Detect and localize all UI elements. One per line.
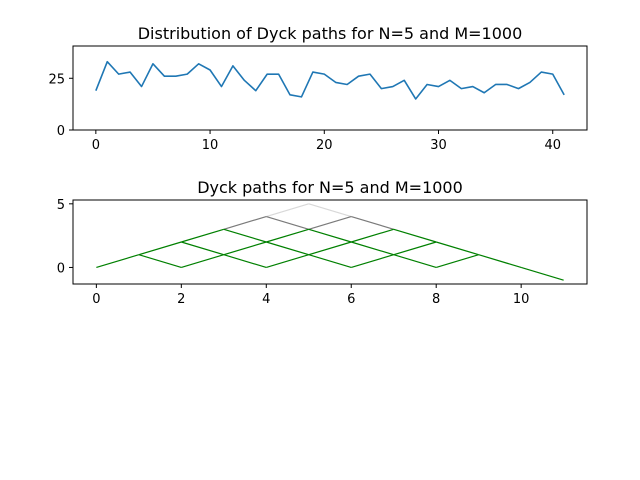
dyck-path-edge	[138, 241, 182, 256]
dyck-path-edge	[223, 254, 267, 269]
dyck-path-edge	[181, 228, 224, 243]
dyck-path-edge	[266, 228, 309, 243]
dyck-path-edge	[181, 241, 224, 256]
dyck-path-edge	[520, 266, 564, 281]
dyck-path-edge	[393, 241, 437, 256]
dyck-x-tick-label: 2	[177, 292, 185, 307]
distribution-series	[95, 60, 565, 100]
dyck-path-edge	[266, 215, 309, 230]
distribution-y-tick-label: 25	[48, 72, 65, 87]
dyck-path-edge	[351, 215, 394, 230]
distribution-chart-frame	[72, 45, 588, 131]
dyck-path-edge	[436, 241, 479, 256]
distribution-x-tick-label: 40	[544, 138, 561, 153]
dyck-x-tick-label: 8	[432, 292, 440, 307]
distribution-line	[95, 60, 565, 100]
distribution-x-tick-label: 0	[92, 138, 100, 153]
dyck-path-edge	[223, 228, 267, 243]
dyck-path-edge	[223, 215, 267, 230]
dyck-path-edge	[308, 228, 352, 243]
dyck-y-tick-label: 5	[57, 198, 65, 213]
dyck-path-edge	[266, 241, 309, 256]
dyck-path-edge	[308, 215, 352, 230]
dyck-path-edge	[308, 203, 352, 218]
dyck-y-ticks: 05	[57, 198, 73, 276]
dyck-path-edge	[223, 241, 267, 256]
dyck-path-edge	[266, 203, 309, 218]
distribution-x-tick-label: 30	[430, 138, 447, 153]
distribution-x-tick-label: 20	[316, 138, 333, 153]
dyck-path-edges	[96, 203, 564, 281]
dyck-paths-chart-title: Dyck paths for N=5 and M=1000	[197, 178, 463, 197]
distribution-x-tick-label: 10	[202, 138, 219, 153]
dyck-x-tick-label: 10	[513, 292, 530, 307]
dyck-y-tick-label: 0	[57, 261, 65, 276]
distribution-chart: Distribution of Dyck paths for N=5 and M…	[48, 24, 588, 153]
dyck-path-edge	[351, 241, 394, 256]
dyck-x-ticks: 0 2 4 6 8 10	[92, 284, 529, 307]
dyck-path-edge	[393, 254, 437, 269]
dyck-path-edge	[308, 254, 352, 269]
dyck-path-edge	[96, 254, 140, 269]
dyck-paths-chart-frame	[72, 199, 588, 285]
dyck-paths-chart: Dyck paths for N=5 and M=1000 0 2 4 6 8 10 05	[57, 178, 588, 307]
dyck-path-edge	[478, 254, 522, 269]
dyck-path-edge	[266, 254, 309, 269]
dyck-path-edge	[181, 254, 224, 269]
distribution-y-ticks: 0 25	[48, 72, 73, 139]
distribution-x-ticks: 0 10 20 30 40	[92, 130, 561, 153]
dyck-path-edge	[351, 254, 394, 269]
dyck-path-edge	[308, 241, 352, 256]
dyck-x-tick-label: 4	[262, 292, 270, 307]
dyck-x-tick-label: 0	[92, 292, 100, 307]
dyck-path-edge	[393, 228, 437, 243]
dyck-x-tick-label: 6	[347, 292, 355, 307]
dyck-path-edge	[138, 254, 182, 269]
dyck-path-edge	[436, 254, 479, 269]
distribution-chart-title: Distribution of Dyck paths for N=5 and M…	[138, 24, 523, 43]
dyck-path-edge	[351, 228, 394, 243]
distribution-y-tick-label: 0	[57, 124, 65, 139]
